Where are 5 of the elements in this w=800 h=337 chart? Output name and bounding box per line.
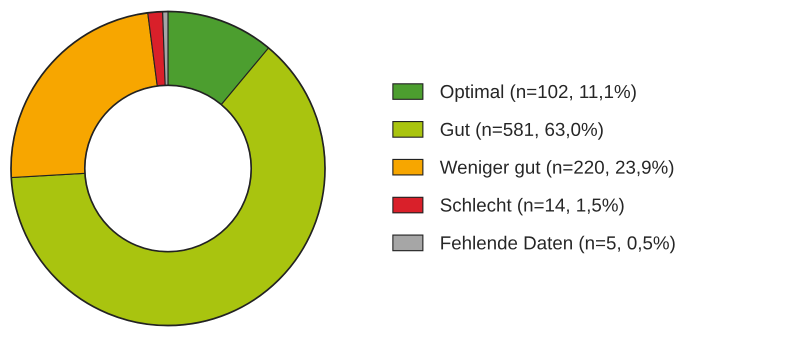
legend-label: Gut (n=581, 63,0%) bbox=[440, 122, 603, 140]
legend-label: Schlecht (n=14, 1,5%) bbox=[440, 198, 624, 216]
legend-label: Optimal (n=102, 11,1%) bbox=[440, 84, 636, 102]
legend-label: Fehlende Daten (n=5, 0,5%) bbox=[441, 236, 675, 254]
legend-label: Weniger gut (n=220, 23,9%) bbox=[440, 160, 674, 178]
